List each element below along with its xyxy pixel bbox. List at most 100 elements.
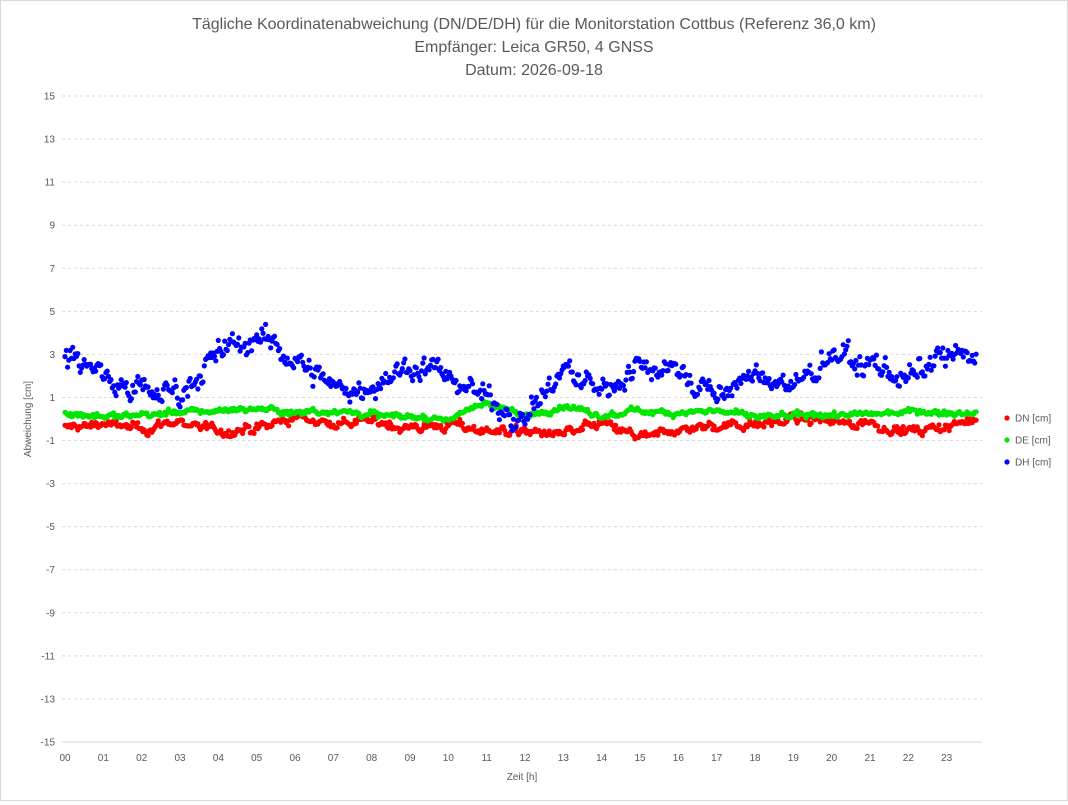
x-tick-label: 07 — [328, 753, 340, 764]
data-point — [160, 386, 166, 392]
data-point — [720, 391, 726, 397]
data-point — [480, 381, 486, 387]
data-point — [301, 363, 307, 369]
x-tick-label: 18 — [749, 753, 761, 764]
x-tick-label: 15 — [634, 753, 646, 764]
chart-title: Tägliche Koordinatenabweichung (DN/DE/DH… — [192, 16, 876, 79]
data-point — [132, 389, 138, 395]
y-tick-label: -13 — [41, 694, 56, 705]
x-tick-label: 03 — [174, 753, 186, 764]
data-point — [289, 417, 295, 423]
data-point — [260, 330, 266, 336]
data-point — [310, 383, 316, 389]
data-point — [298, 352, 304, 358]
data-point — [582, 378, 588, 384]
data-point — [680, 363, 687, 370]
data-point — [222, 338, 228, 344]
data-point — [596, 391, 602, 397]
data-point — [893, 378, 899, 384]
data-point — [826, 351, 832, 357]
data-point — [725, 393, 731, 399]
data-point — [817, 365, 823, 371]
data-point — [145, 433, 151, 439]
data-point — [964, 350, 970, 356]
data-point — [940, 345, 946, 351]
data-point — [272, 333, 278, 339]
data-point — [390, 375, 396, 381]
data-point — [466, 383, 472, 389]
y-tick-label: 11 — [45, 178, 56, 189]
data-point — [77, 369, 83, 375]
data-point — [496, 430, 502, 436]
data-point — [130, 382, 136, 388]
data-point — [599, 386, 605, 392]
data-point — [894, 374, 900, 380]
data-point — [907, 362, 913, 368]
data-point — [471, 423, 477, 429]
x-tick-label: 17 — [711, 753, 723, 764]
data-point — [349, 391, 356, 397]
data-point — [953, 342, 959, 349]
data-point — [504, 407, 510, 413]
data-point — [620, 382, 627, 389]
data-point — [928, 367, 934, 373]
data-point — [792, 382, 798, 388]
data-point — [550, 388, 556, 394]
x-tick-label: 12 — [519, 753, 531, 764]
data-point — [241, 426, 247, 432]
data-point — [218, 427, 224, 433]
data-point — [687, 372, 693, 378]
data-point — [489, 407, 495, 413]
data-point — [972, 360, 978, 366]
data-point — [627, 369, 633, 375]
data-point — [234, 341, 241, 347]
data-point — [590, 381, 596, 387]
data-point — [932, 353, 938, 359]
series-1 — [62, 398, 979, 424]
data-point — [749, 378, 756, 384]
data-point — [486, 383, 492, 389]
data-point — [728, 385, 734, 391]
data-point — [215, 337, 221, 343]
legend-marker — [1004, 459, 1010, 465]
data-point — [761, 424, 767, 430]
x-tick-label: 09 — [404, 753, 416, 764]
data-point — [159, 398, 165, 404]
data-point — [936, 422, 942, 428]
data-point — [75, 351, 81, 357]
data-point — [734, 385, 740, 391]
data-point — [137, 382, 143, 388]
data-point — [652, 365, 658, 371]
data-point — [829, 357, 835, 363]
data-point — [760, 370, 766, 376]
data-point — [326, 419, 333, 425]
data-point — [780, 372, 786, 378]
data-point — [522, 421, 528, 427]
data-point — [866, 362, 872, 368]
data-point — [785, 383, 791, 389]
y-tick-label: -5 — [46, 522, 55, 533]
data-point — [457, 416, 463, 423]
data-point — [715, 396, 721, 402]
data-point — [197, 373, 203, 379]
data-point — [576, 372, 582, 378]
data-point — [128, 396, 134, 402]
data-point — [600, 376, 606, 382]
data-point — [562, 432, 568, 438]
data-point — [973, 351, 979, 357]
data-point — [135, 420, 141, 426]
legend-marker — [1004, 415, 1010, 421]
y-tick-label: -3 — [46, 479, 55, 490]
data-point — [295, 359, 301, 365]
data-point — [268, 345, 274, 351]
series-2 — [62, 321, 979, 434]
data-point — [831, 347, 837, 353]
data-point — [542, 394, 549, 400]
y-tick-label: -9 — [46, 608, 55, 619]
legend-label: DN [cm] — [1015, 414, 1051, 425]
data-point — [185, 393, 191, 399]
data-point — [769, 386, 775, 392]
data-point — [463, 388, 469, 394]
data-point — [884, 364, 890, 370]
data-point — [203, 419, 209, 426]
